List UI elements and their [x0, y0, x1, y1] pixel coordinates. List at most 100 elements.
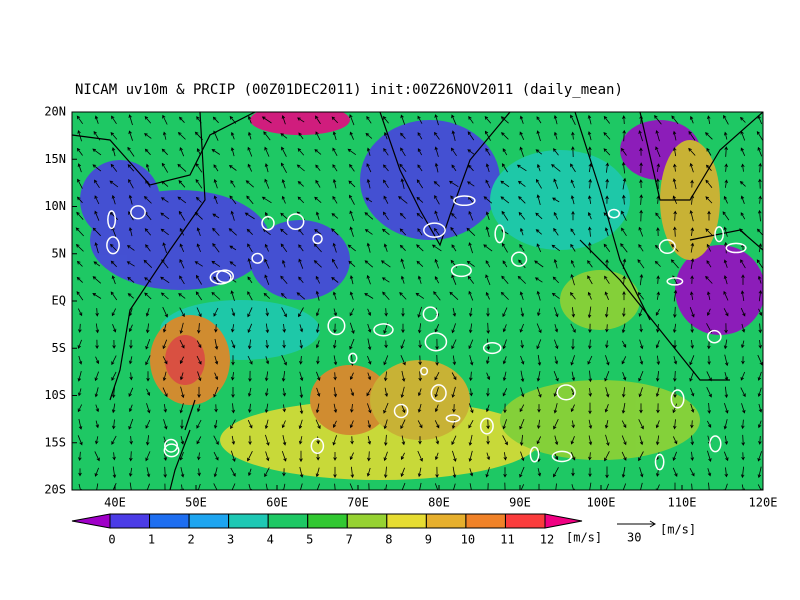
wind-arrow — [535, 149, 543, 155]
colorbar-box — [149, 513, 190, 529]
wind-arrow — [78, 323, 82, 333]
wind-arrow — [707, 210, 711, 221]
wind-arrow — [518, 259, 526, 269]
wind-arrow — [247, 163, 253, 172]
wind-arrow — [180, 436, 185, 445]
wind-arrow — [639, 179, 643, 189]
wind-arrow — [247, 307, 253, 318]
wind-arrow — [587, 355, 593, 365]
wind-arrow — [92, 148, 102, 156]
wind-arrow — [690, 420, 694, 429]
wind-arrow — [179, 243, 185, 253]
wind-arrow — [244, 212, 255, 220]
wind-arrow — [95, 436, 99, 445]
wind-arrow — [570, 436, 575, 445]
wind-arrow — [707, 468, 712, 477]
wind-arrow — [195, 179, 203, 189]
wind-arrow — [160, 197, 169, 203]
wind-arrow — [399, 163, 407, 172]
wind-arrow — [673, 356, 678, 365]
wind-arrow — [75, 244, 84, 252]
wind-arrow — [536, 163, 541, 172]
wind-arrow — [656, 323, 660, 333]
wind-arrow — [281, 162, 287, 173]
wind-arrow — [554, 339, 559, 350]
wind-arrow — [724, 131, 728, 140]
wind-arrow — [587, 212, 592, 220]
wind-arrow — [179, 403, 184, 414]
wind-arrow — [571, 338, 575, 350]
wind-arrow — [93, 131, 101, 141]
wind-arrow — [281, 114, 286, 125]
wind-arrow — [520, 340, 524, 349]
wind-arrow — [688, 130, 696, 141]
wind-arrow — [757, 451, 762, 462]
wind-arrow — [247, 115, 252, 124]
wind-arrow — [672, 436, 678, 445]
wind-arrow — [672, 178, 677, 190]
wind-arrow — [537, 308, 541, 317]
wind-arrow — [366, 388, 372, 397]
wind-arrow — [230, 467, 236, 477]
wind-arrow — [247, 276, 253, 284]
wind-arrow — [518, 196, 526, 204]
wind-arrow — [605, 324, 609, 333]
wind-arrow — [145, 323, 150, 334]
wind-arrow — [400, 467, 405, 477]
precip-contour — [423, 222, 446, 238]
wind-arrow — [622, 115, 626, 125]
wind-arrow — [468, 115, 474, 124]
wind-arrow — [418, 436, 422, 445]
reference-arrow-head — [649, 520, 656, 528]
wind-arrow — [281, 146, 287, 157]
wind-arrow — [111, 403, 116, 414]
wind-arrow — [724, 435, 729, 446]
wind-arrow — [248, 403, 252, 414]
wind-arrow — [520, 451, 525, 462]
wind-arrow — [298, 132, 304, 140]
wind-arrow — [672, 451, 677, 461]
colorbar-label: 12 — [540, 533, 554, 547]
wind-arrow — [400, 339, 405, 350]
wind-arrow — [431, 244, 442, 252]
wind-arrow — [265, 451, 270, 462]
wind-arrow — [656, 355, 661, 366]
wind-arrow — [332, 242, 337, 253]
wind-arrow — [145, 180, 151, 188]
wind-arrow — [656, 195, 660, 204]
wind-arrow — [94, 195, 100, 205]
wind-arrow — [517, 180, 526, 187]
wind-arrow — [160, 228, 169, 236]
wind-arrow — [383, 131, 388, 140]
wind-arrow — [486, 356, 490, 365]
wind-arrow — [180, 386, 185, 399]
wind-arrow — [417, 228, 423, 236]
wind-arrow — [516, 164, 527, 172]
precip-contour — [261, 215, 275, 231]
wind-arrow — [400, 419, 406, 430]
wind-arrow — [264, 274, 270, 285]
wind-arrow — [587, 291, 592, 300]
precip-contour — [450, 263, 472, 278]
wind-arrow — [723, 290, 729, 301]
wind-arrow — [705, 132, 713, 140]
wind-arrow — [418, 371, 422, 382]
wind-arrow — [110, 243, 118, 252]
wind-arrow — [214, 338, 219, 350]
wind-arrow — [112, 452, 116, 461]
wind-arrow — [588, 226, 592, 237]
wind-arrow — [333, 323, 337, 334]
wind-arrow — [129, 372, 133, 381]
wind-arrow — [690, 323, 694, 334]
wind-arrow — [282, 340, 286, 349]
wind-arrow — [674, 482, 676, 490]
wind-arrow — [483, 196, 493, 204]
wind-arrow — [655, 435, 660, 446]
wind-arrow — [534, 277, 543, 283]
wind-arrow — [281, 450, 287, 462]
reference-value: 30 — [627, 531, 641, 545]
colorbar-end — [71, 513, 111, 529]
wind-arrow — [196, 340, 202, 349]
wind-arrow — [94, 467, 99, 477]
wind-arrow — [757, 387, 762, 398]
